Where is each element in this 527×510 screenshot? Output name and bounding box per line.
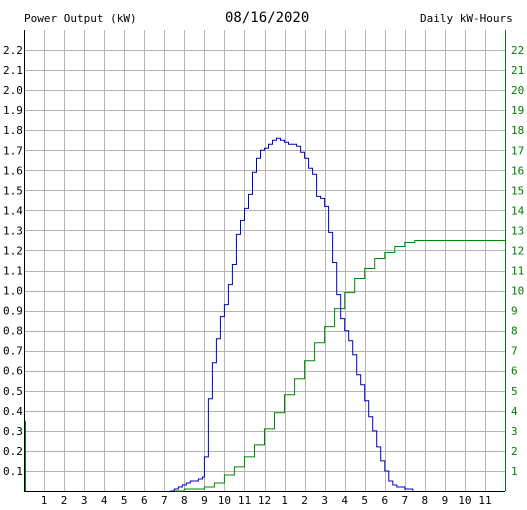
right-tick-label: 16: [511, 164, 524, 177]
right-tick-label: 6: [511, 365, 518, 378]
left-tick-label: 1.7: [3, 144, 23, 157]
x-tick-label: 6: [381, 494, 388, 507]
right-tick-label: 1: [511, 465, 518, 478]
series-daily-kwh-line: [170, 240, 505, 492]
series-power-output-line: [170, 137, 414, 492]
right-tick-label: 17: [511, 144, 524, 157]
right-tick-label: 20: [511, 84, 524, 97]
x-tick-label: 4: [341, 494, 348, 507]
left-tick-label: 0.5: [3, 385, 23, 398]
x-tick-label: 9: [442, 494, 449, 507]
left-tick-label: 0.3: [3, 425, 23, 438]
left-axis-header: Power Output (kW): [24, 12, 137, 25]
right-tick-label: 14: [511, 204, 525, 217]
x-tick-label: 9: [201, 494, 208, 507]
x-tick-label: 11: [478, 494, 491, 507]
x-tick-label: 2: [301, 494, 308, 507]
right-tick-label: 18: [511, 124, 524, 137]
x-tick-label: 10: [218, 494, 231, 507]
left-tick-label: 0.1: [3, 465, 23, 478]
left-tick-label: 1.2: [3, 244, 23, 257]
left-tick-label: 0.2: [3, 445, 23, 458]
chart-date: 08/16/2020: [225, 10, 310, 26]
left-tick-label: 0.4: [3, 405, 23, 418]
right-tick-label: 10: [511, 285, 524, 298]
left-tick-label: 2.1: [3, 64, 23, 77]
right-tick-label: 7: [511, 345, 518, 358]
left-tick-label: 1.0: [3, 285, 23, 298]
right-tick-label: 13: [511, 224, 524, 237]
right-tick-label: 4: [511, 405, 518, 418]
x-tick-label: 8: [181, 494, 188, 507]
right-tick-label: 8: [511, 325, 518, 338]
x-tick-label: 5: [361, 494, 368, 507]
left-tick-label: 0.7: [3, 345, 23, 358]
right-axis-header: Daily kW-Hours: [420, 12, 513, 25]
right-tick-label: 21: [511, 64, 524, 77]
left-tick-label: 0.8: [3, 325, 23, 338]
x-tick-label: 10: [458, 494, 471, 507]
right-tick-label: 9: [511, 305, 518, 318]
x-tick-label: 4: [101, 494, 108, 507]
right-tick-label: 22: [511, 44, 524, 57]
right-tick-label: 5: [511, 385, 518, 398]
left-tick-label: 0.6: [3, 365, 23, 378]
left-tick-label: 2.2: [3, 44, 23, 57]
right-tick-label: 15: [511, 184, 524, 197]
right-tick-label: 2: [511, 445, 518, 458]
left-tick-label: 2.0: [3, 84, 23, 97]
left-tick-label: 1.5: [3, 184, 23, 197]
left-tick-label: 1.4: [3, 204, 23, 217]
left-tick-label: 1.6: [3, 164, 23, 177]
x-tick-label: 3: [321, 494, 328, 507]
x-tick-label: 12: [258, 494, 271, 507]
x-tick-label: 3: [81, 494, 88, 507]
x-tick-label: 7: [161, 494, 168, 507]
x-tick-label: 1: [281, 494, 288, 507]
left-tick-label: 1.3: [3, 224, 23, 237]
left-tick-label: 1.8: [3, 124, 23, 137]
x-tick-label: 1: [41, 494, 48, 507]
x-tick-label: 6: [141, 494, 148, 507]
right-tick-label: 3: [511, 425, 518, 438]
left-tick-label: 0.9: [3, 305, 23, 318]
x-tick-label: 11: [238, 494, 251, 507]
plot-area: [24, 30, 505, 491]
right-tick-label: 11: [511, 265, 524, 278]
x-tick-label: 5: [121, 494, 128, 507]
left-tick-label: 1.9: [3, 104, 23, 117]
x-tick-label: 8: [422, 494, 429, 507]
right-tick-label: 12: [511, 244, 524, 257]
x-tick-label: 7: [401, 494, 408, 507]
left-tick-label: 1.1: [3, 265, 23, 278]
x-tick-label: 2: [61, 494, 68, 507]
right-tick-label: 19: [511, 104, 524, 117]
